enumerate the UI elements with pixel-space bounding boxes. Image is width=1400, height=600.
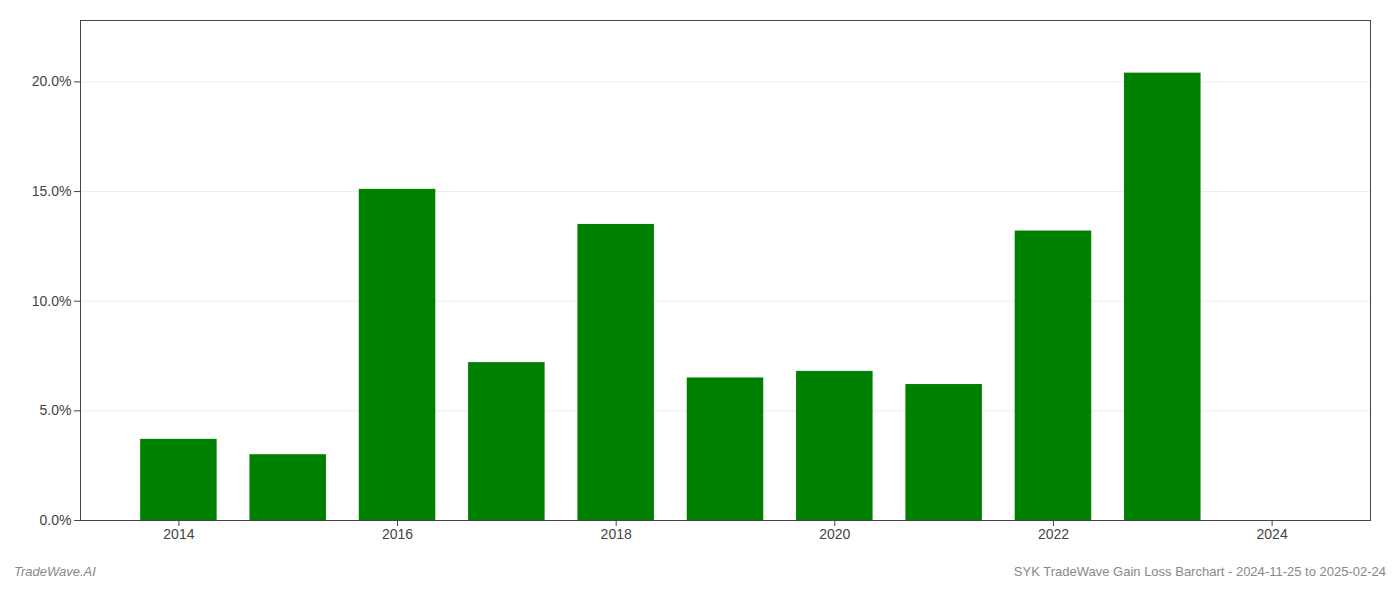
svg-text:2020: 2020 [819,526,850,542]
svg-text:5.0%: 5.0% [40,402,72,418]
svg-text:15.0%: 15.0% [32,183,72,199]
svg-text:2018: 2018 [601,526,632,542]
svg-text:2014: 2014 [163,526,194,542]
svg-text:2022: 2022 [1038,526,1069,542]
svg-text:0.0%: 0.0% [40,512,72,528]
svg-text:2024: 2024 [1257,526,1288,542]
svg-text:2016: 2016 [382,526,413,542]
html-text:TradeWave.AI: TradeWave.AI [14,564,96,579]
svg-text:20.0%: 20.0% [32,73,72,89]
html-text:SYK TradeWave Gain Loss Barcha: SYK TradeWave Gain Loss Barchart - 2024-… [1013,564,1386,579]
svg-text:10.0%: 10.0% [32,293,72,309]
